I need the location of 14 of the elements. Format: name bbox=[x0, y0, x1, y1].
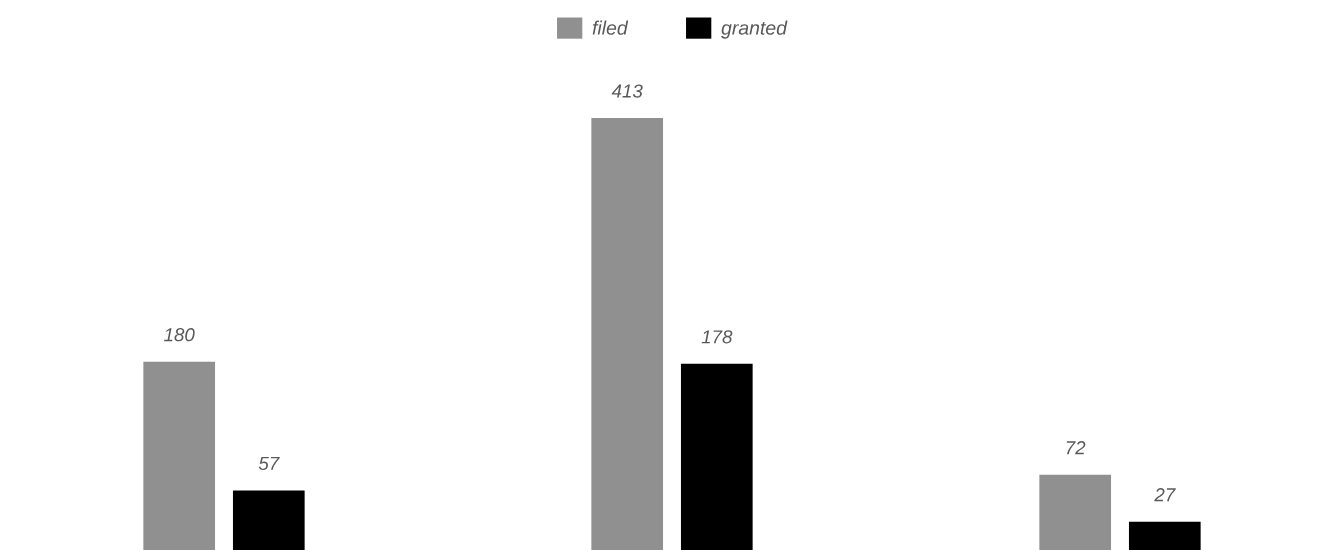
legend-label: granted bbox=[721, 20, 788, 39]
data-label: 178 bbox=[701, 330, 733, 344]
bar bbox=[1128, 521, 1201, 550]
bar bbox=[680, 363, 753, 550]
data-label: 413 bbox=[611, 84, 643, 98]
bar bbox=[591, 118, 664, 550]
data-label: 72 bbox=[1066, 441, 1086, 455]
bar bbox=[1039, 474, 1112, 550]
bar bbox=[143, 361, 216, 550]
legend-label: filed bbox=[592, 20, 629, 35]
data-label: 57 bbox=[258, 456, 280, 471]
bar bbox=[232, 490, 305, 550]
data-label: 27 bbox=[1154, 488, 1176, 502]
data-label: 180 bbox=[164, 328, 195, 342]
